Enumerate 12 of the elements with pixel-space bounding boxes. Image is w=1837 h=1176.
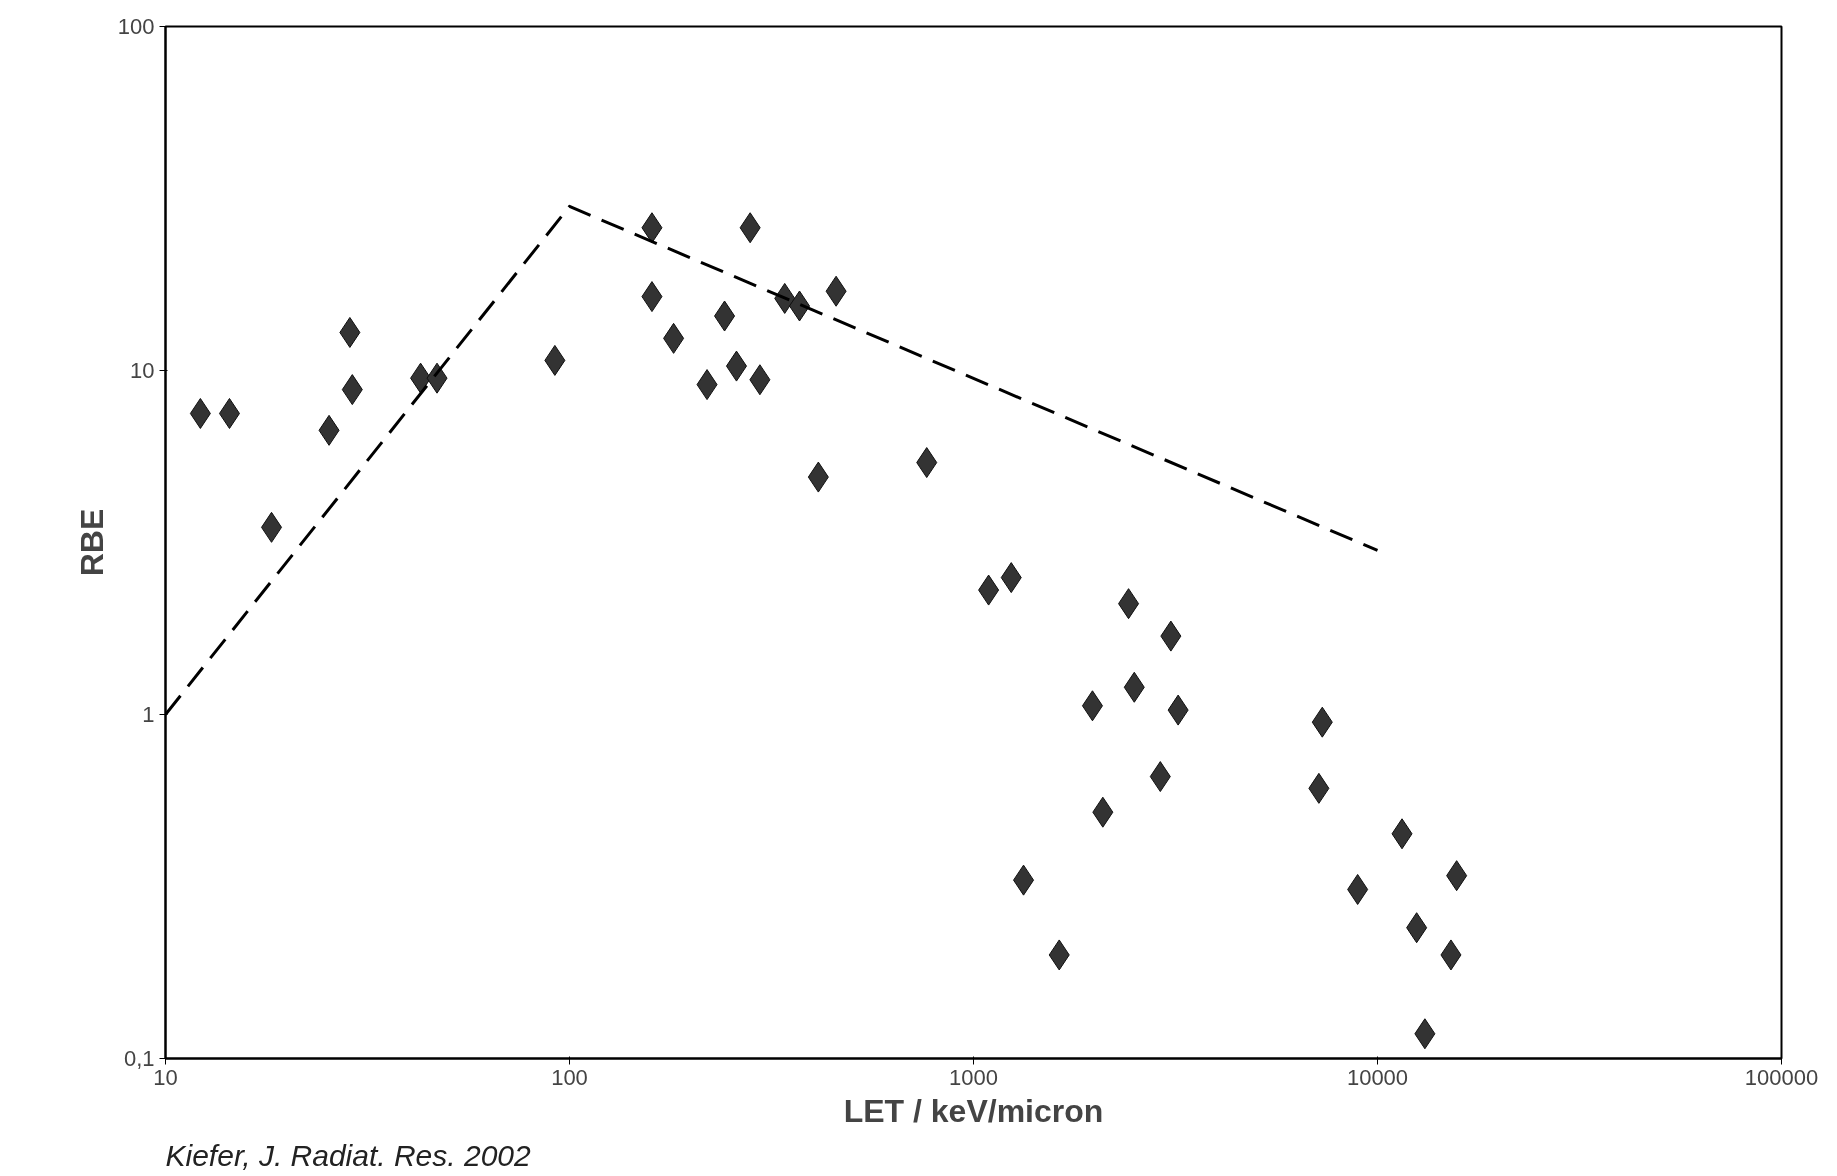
x-tick-label: 10	[153, 1064, 178, 1090]
y-tick-label: 10	[130, 358, 155, 383]
x-tick-label: 10000	[1346, 1064, 1409, 1090]
y-tick-label: 100	[117, 14, 155, 39]
x-tick-label: 100	[551, 1064, 588, 1090]
x-tick-label: 100000	[1744, 1064, 1819, 1090]
y-tick-label: 0,1	[123, 1046, 155, 1071]
text: Kiefer, J. Radiat. Res. 2002	[165, 1138, 532, 1172]
x-axis-title: LET / keV/micron	[843, 1092, 1104, 1129]
x-tick-label: 1000	[949, 1064, 998, 1090]
y-axis-title: RBE	[73, 508, 110, 577]
y-tick-label: 1	[142, 702, 155, 727]
